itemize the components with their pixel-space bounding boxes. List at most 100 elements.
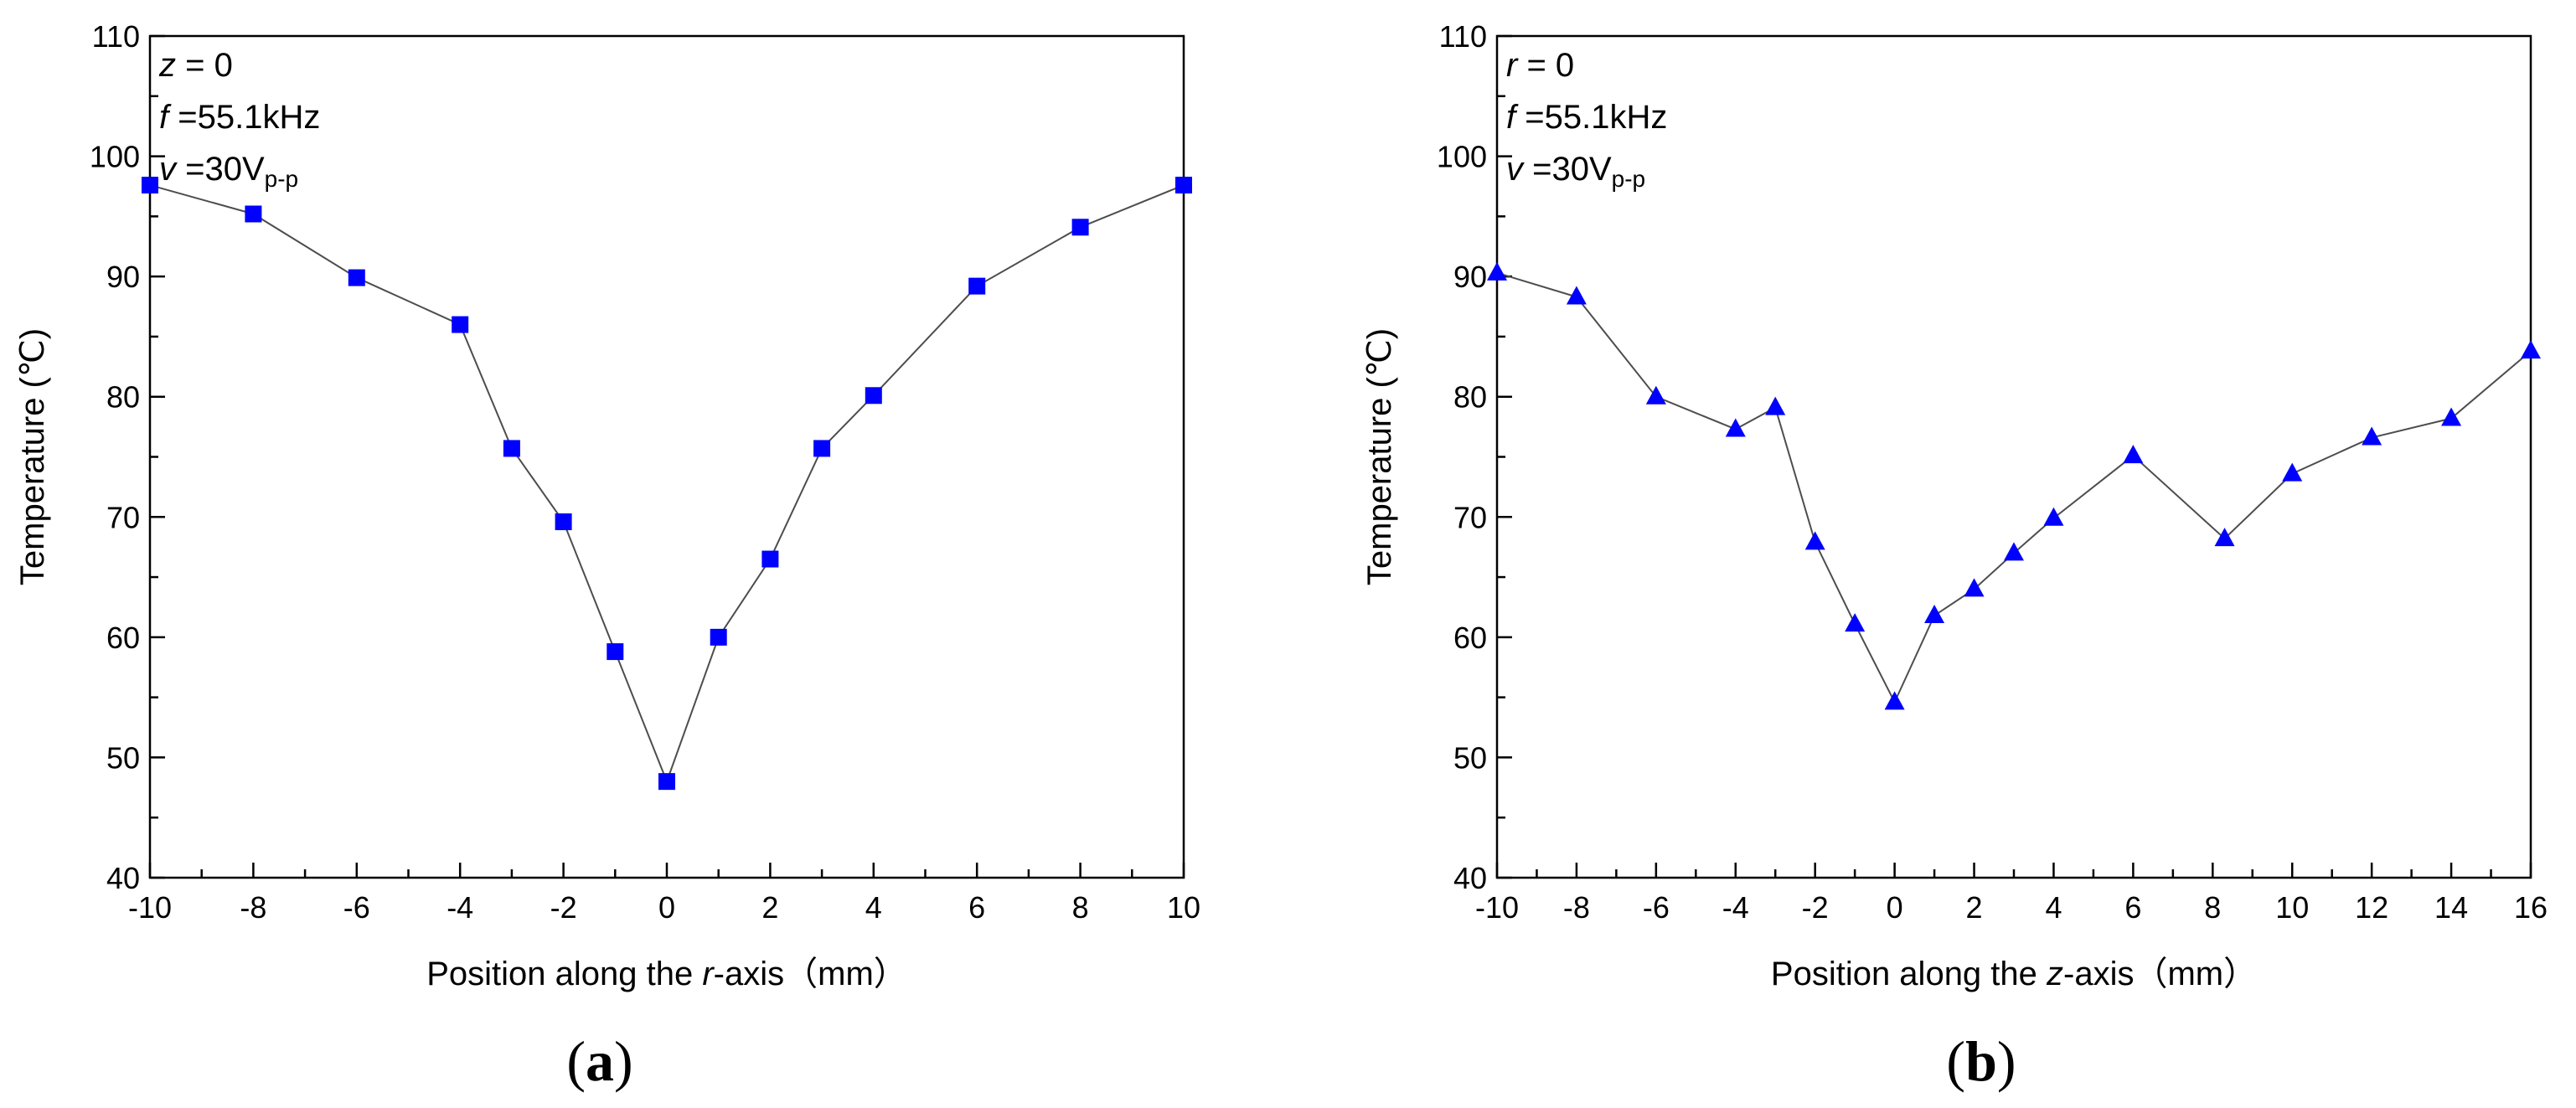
y-tick-label: 110 [92, 19, 140, 54]
data-point-square [968, 277, 986, 295]
plot-frame [1495, 34, 2532, 879]
x-tick-label: 6 [2124, 890, 2141, 925]
data-point-square [1071, 219, 1089, 236]
x-tick-label: -10 [1475, 890, 1519, 925]
x-tick-label: -6 [343, 890, 370, 925]
x-axis-title-suffix: -axis（mm） [714, 956, 907, 992]
y-tick-label: 50 [1453, 740, 1487, 775]
data-point-square [607, 643, 624, 661]
annotation-f: f =55.1kHz [1506, 99, 1667, 136]
x-axis-title: Position along the z-axis（mm） [1771, 956, 2257, 992]
data-point-triangle [1804, 531, 1825, 550]
y-tick-label: 90 [106, 260, 140, 294]
chart-panel-a: -10 -8 -6 -4 -2 0 2 4 6 8 10 40 50 60 70 80 90 100 110 Temp… [14, 19, 1200, 1093]
y-tick-label: 40 [106, 861, 140, 895]
x-tick-label: 14 [2434, 890, 2468, 925]
x-tick-label: 2 [1966, 890, 1983, 925]
annotation-v: v =30Vp-p [159, 151, 298, 192]
data-point-square [142, 177, 158, 194]
y-tick-label: 70 [1453, 500, 1487, 534]
panel-label: (a) [566, 1029, 632, 1093]
data-point-square [452, 316, 469, 333]
y-tick-label: 100 [90, 140, 140, 174]
annotation-text: =30V [1523, 151, 1612, 188]
data-point-triangle [1884, 691, 1905, 710]
y-tick-label: 50 [106, 740, 140, 775]
x-tick-label: 16 [2514, 890, 2548, 925]
y-tick-label: 80 [106, 380, 140, 415]
x-tick-label: -2 [1802, 890, 1829, 925]
panel-label-close-paren: ) [1997, 1029, 2016, 1093]
annotation-variable: v [159, 151, 178, 188]
data-point-triangle [2043, 507, 2064, 526]
x-tick-label: -2 [550, 890, 577, 925]
x-tick-label: 12 [2355, 890, 2388, 925]
x-tick-label: 4 [865, 890, 882, 925]
data-point-triangle [2004, 542, 2024, 561]
data-point-triangle [1487, 261, 1507, 281]
data-point-triangle [1845, 613, 1866, 632]
data-point-triangle [1964, 578, 1985, 597]
data-point-triangle [1765, 396, 1786, 415]
annotation-variable: z [158, 47, 176, 84]
data-point-triangle [2123, 445, 2144, 464]
annotation-z: z = 0 [158, 47, 233, 84]
data-point-square [658, 773, 675, 791]
y-tick-label: 70 [106, 500, 140, 534]
data-point-triangle [1725, 418, 1746, 437]
annotation-subscript: p-p [265, 166, 298, 192]
annotation-subscript: p-p [1612, 166, 1645, 192]
panel-label-open-paren: ( [566, 1029, 586, 1093]
x-axis-title-prefix: Position along the [1771, 956, 2047, 992]
x-tick-label: -8 [240, 890, 266, 925]
data-point-square [555, 513, 572, 531]
y-tick-label: 80 [1453, 380, 1487, 415]
data-point-square [813, 440, 831, 457]
annotation-text: =30V [176, 151, 265, 188]
x-tick-label: 2 [761, 890, 778, 925]
annotation-r: r = 0 [1506, 47, 1574, 84]
series-line [149, 184, 1185, 784]
y-tick-label: 60 [1453, 621, 1487, 655]
x-tick-label: -4 [447, 890, 473, 925]
data-point-triangle [1924, 605, 1945, 624]
annotation-text: =55.1kHz [168, 99, 320, 136]
data-point-triangle [2362, 426, 2382, 446]
x-tick-label: -6 [1643, 890, 1670, 925]
y-tick-label: 90 [1453, 260, 1487, 294]
y-tick-label: 100 [1437, 140, 1487, 174]
x-tick-label: -10 [128, 890, 172, 925]
data-point-triangle [1645, 385, 1666, 405]
data-point-triangle [2214, 528, 2235, 547]
annotation-variable: r [1506, 47, 1519, 84]
annotation-text: =55.1kHz [1515, 99, 1667, 136]
y-axis-title: Temperature (℃) [1361, 328, 1398, 585]
data-point-triangle [2282, 462, 2303, 482]
data-point-square [710, 628, 727, 646]
x-tick-label: 8 [2204, 890, 2221, 925]
x-tick-label: 0 [658, 890, 675, 925]
x-tick-label: 6 [968, 890, 985, 925]
data-point-square [761, 550, 779, 568]
data-point-square [348, 269, 365, 286]
x-axis-title-variable: r [702, 956, 715, 992]
panel-label: (b) [1946, 1029, 2016, 1093]
chart-panel-b: -10 -8 -6 -4 -2 0 2 4 6 8 10 12 14 16 40 50 60 70 80 90 100 1… [1361, 19, 2548, 1093]
data-point-triangle [2521, 340, 2541, 359]
data-point-square [503, 440, 520, 457]
y-tick-label: 40 [1453, 861, 1487, 895]
y-tick-label: 110 [1439, 19, 1487, 54]
panel-label-close-paren: ) [614, 1029, 633, 1093]
x-tick-label: 4 [2045, 890, 2062, 925]
x-tick-label: 0 [1887, 890, 1903, 925]
annotation-variable: v [1506, 151, 1525, 188]
data-point-square [245, 205, 262, 223]
panel-label-letter: a [586, 1029, 614, 1093]
x-axis-title: Position along the r-axis（mm） [426, 956, 907, 992]
y-tick-label: 60 [106, 621, 140, 655]
panel-label-letter: b [1965, 1029, 1997, 1093]
annotation-text: = 0 [176, 47, 233, 84]
x-axis-title-variable: z [2046, 956, 2063, 992]
plot-frame [148, 34, 1185, 879]
